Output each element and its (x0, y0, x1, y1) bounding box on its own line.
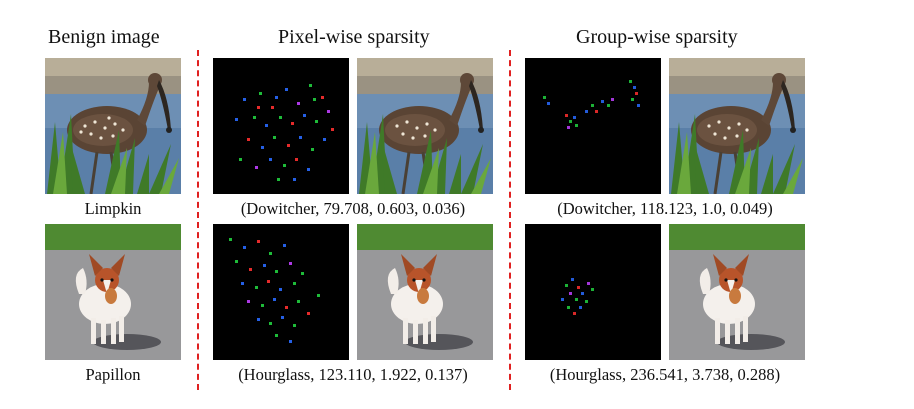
column-divider-right (509, 50, 511, 390)
header-benign-image: Benign image (48, 26, 160, 48)
papillon-dog-image (45, 224, 181, 360)
group-wise-noise-map (543, 80, 640, 129)
limpkin-group-wise-perturbation (525, 58, 661, 194)
papillon-dog-image (669, 224, 805, 360)
limpkin-group-wise-caption: (Dowitcher, 118.123, 1.0, 0.049) (557, 199, 773, 218)
group-wise-noise-map (561, 278, 594, 315)
limpkin-benign-image (45, 58, 181, 194)
limpkin-group-wise-adversarial (669, 58, 805, 194)
papillon-group-wise-caption: (Hourglass, 236.541, 3.738, 0.288) (549, 365, 781, 384)
pixel-wise-noise-map (235, 84, 334, 181)
papillon-pixel-wise-perturbation (213, 224, 349, 360)
papillon-dog-image (357, 224, 493, 360)
limpkin-pixel-wise-perturbation (213, 58, 349, 194)
header-group-wise-sparsity: Group-wise sparsity (576, 26, 738, 48)
papillon-group-wise-perturbation (525, 224, 661, 360)
papillon-group-wise-adversarial (669, 224, 805, 360)
pixel-wise-noise-map (229, 238, 320, 343)
limpkin-pixel-wise-caption: (Dowitcher, 79.708, 0.603, 0.036) (240, 199, 466, 218)
column-divider-left (197, 50, 199, 390)
limpkin-bird-image (45, 58, 181, 194)
limpkin-label: Limpkin (84, 199, 142, 218)
limpkin-pixel-wise-adversarial (357, 58, 493, 194)
papillon-benign-image (45, 224, 181, 360)
papillon-label: Papillon (85, 365, 141, 384)
limpkin-bird-image (357, 58, 493, 194)
limpkin-bird-image (669, 58, 805, 194)
papillon-pixel-wise-adversarial (357, 224, 493, 360)
papillon-pixel-wise-caption: (Hourglass, 123.110, 1.922, 0.137) (238, 365, 468, 384)
header-pixel-wise-sparsity: Pixel-wise sparsity (278, 26, 430, 48)
